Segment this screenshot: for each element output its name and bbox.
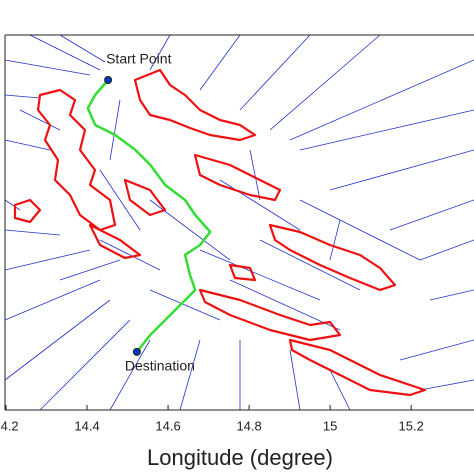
x-tick-label: 15.2	[399, 418, 424, 433]
route-line	[86, 79, 212, 353]
start-label: Start Point	[106, 51, 171, 67]
start-point	[104, 76, 113, 84]
destination-label: Destination	[125, 358, 195, 374]
x-tick-label: 14.8	[236, 418, 261, 433]
x-tick-label: 14.4	[74, 418, 99, 433]
x-tick-label: 15	[323, 418, 337, 433]
destination-point	[132, 347, 141, 356]
x-tick-label: 14.6	[155, 418, 180, 433]
x-axis-label: Longitude (degree)	[147, 445, 333, 470]
x-tick-label: 14.2	[0, 418, 19, 433]
island-outlines	[13, 68, 427, 397]
voronoi-edges	[4, 34, 474, 411]
